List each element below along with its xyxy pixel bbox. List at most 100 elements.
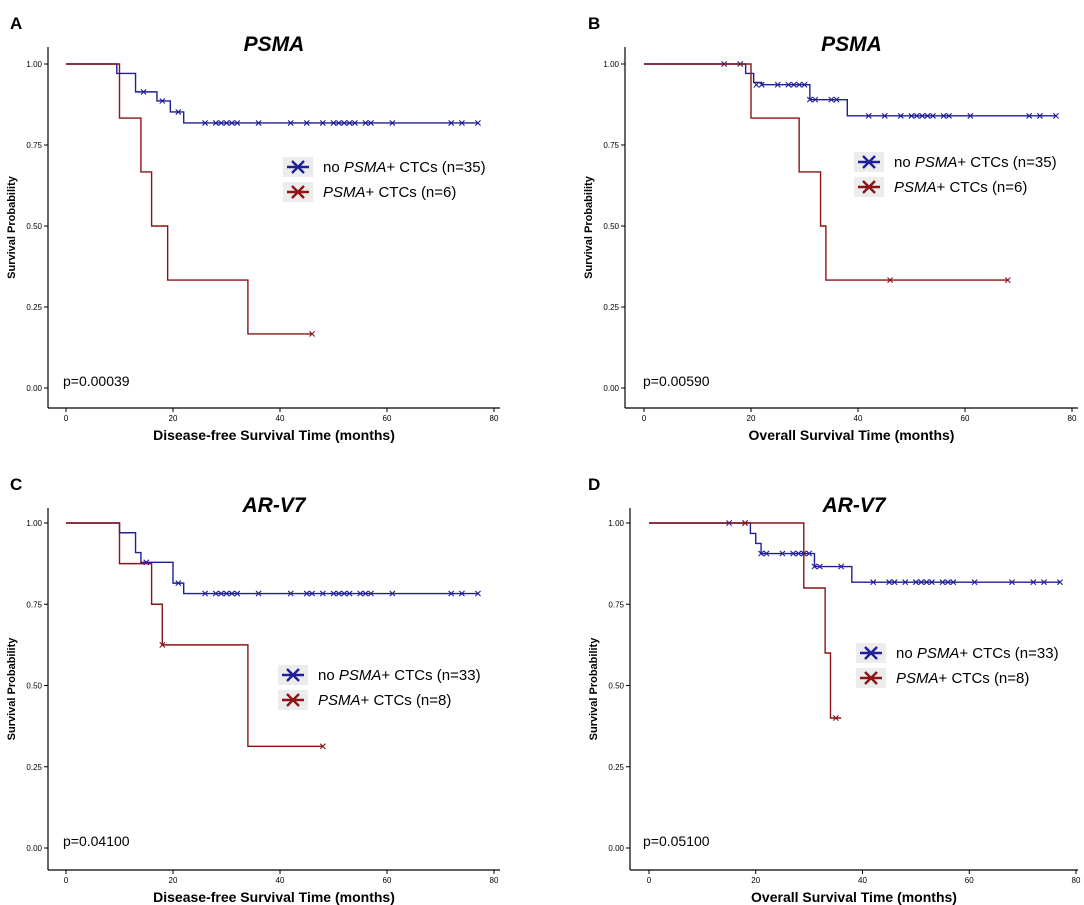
censor-mark: [774, 81, 781, 88]
y-tick-label: 1.00: [608, 519, 624, 528]
x-tick-label: 20: [169, 876, 178, 885]
legend-label-marker-name: PSMA: [894, 179, 937, 196]
x-tick-label: 80: [1072, 876, 1081, 885]
censor-mark: [234, 590, 241, 597]
survival-curve-series-1: [66, 522, 478, 595]
censor-mark: [474, 590, 481, 597]
p-value: p=0.00039: [63, 373, 130, 389]
y-tick-label: 0.75: [26, 600, 42, 609]
censor-mark: [140, 88, 147, 95]
censor-mark: [929, 112, 936, 119]
censor-mark: [870, 579, 877, 586]
legend-label-marker-name: PSMA: [318, 692, 361, 709]
censor-mark: [335, 119, 342, 126]
censor-mark: [785, 81, 792, 88]
censor-mark: [223, 590, 230, 597]
y-tick-label: 1.00: [26, 60, 42, 69]
legend-label-suffix: + CTCs (n=8): [939, 670, 1030, 687]
legend-label: PSMA+ CTCs (n=8): [318, 692, 451, 709]
chart-title: PSMA: [244, 33, 305, 56]
y-tick-label: 0.75: [26, 141, 42, 150]
censor-mark: [758, 81, 765, 88]
censor-mark: [939, 579, 946, 586]
censor-mark: [881, 112, 888, 119]
y-tick-label: 0.25: [26, 763, 42, 772]
y-tick-label: 0.50: [26, 682, 42, 691]
censor-mark: [319, 119, 326, 126]
panel-a: A PSMA 0.00 0.25 0.50 0.75 1.00 0 20 40 60 80 Diseas…: [6, 14, 500, 443]
x-tick-label: 40: [858, 876, 867, 885]
censor-mark: [908, 112, 915, 119]
censor-mark: [175, 580, 182, 587]
censor-mark: [346, 119, 353, 126]
censor-mark: [967, 112, 974, 119]
panel-letter: B: [588, 14, 600, 33]
y-tick-label: 1.00: [603, 60, 619, 69]
x-tick-label: 40: [276, 414, 285, 423]
censor-mark: [448, 119, 455, 126]
censor-mark: [806, 550, 813, 557]
y-tick-label: 0.50: [26, 222, 42, 231]
censor-mark: [1004, 277, 1011, 284]
censor-mark: [367, 119, 374, 126]
panel-letter: C: [10, 475, 22, 494]
legend-label: no PSMA+ CTCs (n=33): [318, 667, 481, 684]
legend-label-suffix: + CTCs (n=33): [381, 667, 480, 684]
legend-label-suffix: + CTCs (n=6): [937, 179, 1028, 196]
y-tick-label: 0.00: [26, 844, 42, 853]
censor-mark: [913, 112, 920, 119]
censor-mark: [779, 550, 786, 557]
legend-label-suffix: + CTCs (n=35): [386, 159, 485, 176]
legend-key-marker: [864, 671, 878, 685]
censor-mark: [865, 112, 872, 119]
censor-mark: [335, 590, 342, 597]
censor-mark: [1052, 112, 1059, 119]
censor-mark: [303, 119, 310, 126]
censor-mark: [330, 119, 337, 126]
censor-mark: [918, 579, 925, 586]
censor-mark: [367, 590, 374, 597]
censor-mark: [912, 579, 919, 586]
censor-mark: [234, 119, 241, 126]
legend: no PSMA+ CTCs (n=33) PSMA+ CTCs (n=8): [278, 665, 481, 710]
p-value: p=0.00590: [643, 373, 710, 389]
censor-mark: [319, 590, 326, 597]
legend-key-marker: [862, 155, 876, 169]
censor-mark: [886, 579, 893, 586]
x-tick-label: 60: [965, 876, 974, 885]
censor-mark: [832, 715, 839, 721]
censor-mark: [790, 550, 797, 557]
censor-mark: [828, 96, 835, 103]
x-axis-label: Overall Survival Time (months): [751, 889, 957, 905]
y-axis-label: Survival Probability: [588, 637, 600, 741]
x-tick-label: 80: [490, 876, 499, 885]
censor-mark: [742, 520, 749, 526]
censor-mark: [971, 579, 978, 586]
censor-mark: [1040, 579, 1047, 586]
censor-mark: [202, 590, 209, 597]
panel-letter: D: [588, 475, 600, 494]
censor-mark: [159, 97, 166, 104]
censor-mark: [448, 590, 455, 597]
x-tick-label: 20: [751, 876, 760, 885]
survival-curve-series-2: [66, 522, 323, 747]
censor-mark: [919, 112, 926, 119]
censor-mark: [458, 590, 465, 597]
legend-label-marker-name: PSMA: [915, 154, 958, 171]
censor-mark: [811, 563, 818, 570]
panel-d: D AR-V7 0.00 0.25 0.50 0.75 1.00 0 20 40 60 80 Overa…: [588, 475, 1081, 905]
censor-mark: [389, 590, 396, 597]
censor-mark: [175, 108, 182, 115]
x-tick-label: 40: [276, 876, 285, 885]
censor-mark: [1008, 579, 1015, 586]
legend-label-prefix: no: [323, 159, 344, 176]
x-tick-label: 60: [961, 414, 970, 423]
y-tick-label: 1.00: [26, 519, 42, 528]
censor-mark: [223, 119, 230, 126]
censor-mark: [303, 590, 310, 597]
censor-mark: [474, 119, 481, 126]
censor-mark: [341, 119, 348, 126]
censor-mark: [902, 579, 909, 586]
censor-mark: [833, 96, 840, 103]
censor-mark: [801, 81, 808, 88]
